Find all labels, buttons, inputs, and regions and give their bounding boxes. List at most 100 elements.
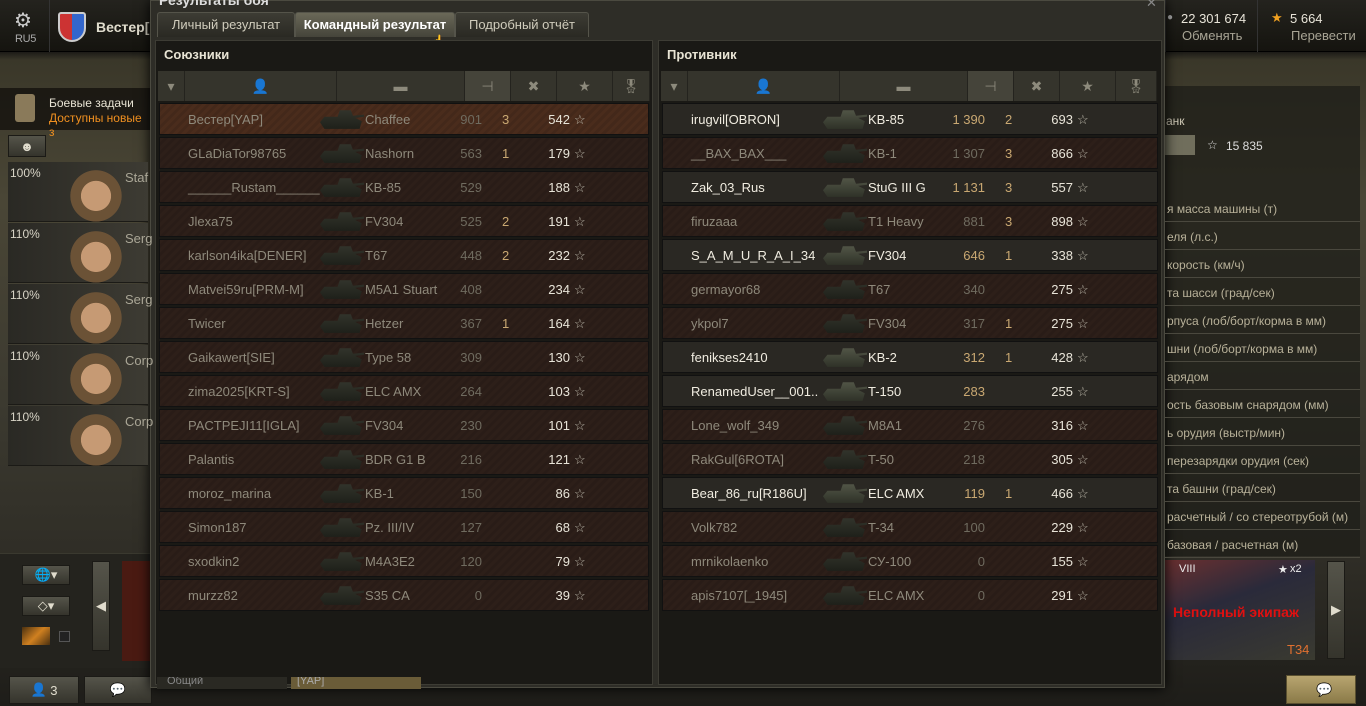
player-row[interactable]: Bear_86_ru[R186U] ELC AMX 119 1 466 ☆ (662, 477, 1158, 509)
tab-team[interactable]: Командный результат (295, 12, 455, 37)
convert-link[interactable]: Перевести (1291, 28, 1356, 43)
player-row[interactable]: apis7107[_1945] ELC AMX 0 291 ☆ (662, 579, 1158, 611)
xp-value: 291 (1051, 588, 1073, 603)
player-row[interactable]: fenikses2410 KB-2 312 1 428 ☆ (662, 341, 1158, 373)
chat-tab-common[interactable]: Общий (157, 677, 287, 689)
carousel-left-arrow[interactable]: ◀ (92, 561, 110, 651)
kills-value: 2 (1005, 112, 1013, 127)
player-row[interactable]: karlson4ika[DENER] T67 448 2 232 ☆ (159, 239, 649, 271)
player-row[interactable]: __BAX_BAX___ KB-1 1 307 3 866 ☆ (662, 137, 1158, 169)
tank-icon (320, 246, 364, 265)
damage-value: 120 (460, 554, 482, 569)
crew-member[interactable]: 100% Staf (8, 162, 148, 222)
player-row[interactable]: Simon187 Pz. III/IV 127 68 ☆ (159, 511, 649, 543)
filter-type-dropdown[interactable]: ◇▾ (22, 596, 70, 616)
tab-detailed[interactable]: Подробный отчёт (455, 12, 589, 37)
credits-icon: ● (1167, 12, 1174, 23)
sort-kills[interactable]: ✖ (511, 71, 557, 101)
sort-tank[interactable]: ▬ (337, 71, 465, 101)
chat-tab-clan[interactable]: [YAP] (291, 677, 421, 689)
tank-name: Type 58 (365, 350, 412, 365)
crew-member[interactable]: 110% Serg (8, 284, 152, 344)
vehicle-stat: шни (лоб/борт/корма в мм) (1165, 336, 1360, 362)
player-row[interactable]: ______Rustam______ KB-85 529 188 ☆ (159, 171, 649, 203)
sort-xp[interactable]: ★ (557, 71, 613, 101)
crew-member[interactable]: 110% Serg (8, 223, 152, 283)
filter-nation-dropdown[interactable]: 🌐▾ (22, 565, 70, 585)
close-icon[interactable]: ✕ (1146, 0, 1157, 10)
player-row[interactable]: Zak_03_Rus StuG III G 1 131 3 557 ☆ (662, 171, 1158, 203)
player-row[interactable]: firuzaaa T1 Heavy 881 3 898 ☆ (662, 205, 1158, 237)
xp-value: 316 (1051, 418, 1073, 433)
exchange-link[interactable]: Обменять (1182, 28, 1243, 43)
xp-star-icon: ☆ (574, 520, 586, 535)
player-row[interactable]: S_A_M_U_R_A_I_34 FV304 646 1 338 ☆ (662, 239, 1158, 271)
player-row[interactable]: GLaDiaTor98765 Nashorn 563 1 179 ☆ (159, 137, 649, 169)
sort-tank[interactable]: ▬ (840, 71, 968, 101)
player-row[interactable]: germayor68 T67 340 275 ☆ (662, 273, 1158, 305)
player-name: fenikses2410 (691, 350, 768, 365)
missions-widget[interactable]: Боевые задачи Доступны новые з (0, 88, 150, 139)
player-row[interactable]: Jlexa75 FV304 525 2 191 ☆ (159, 205, 649, 237)
damage-value: 150 (460, 486, 482, 501)
sort-squad[interactable]: ▾ (661, 71, 688, 101)
tank-name: KB-1 (365, 486, 394, 501)
premium-filter-icon[interactable] (22, 627, 50, 645)
player-row[interactable]: murzz82 S35 CA 0 39 ☆ (159, 579, 649, 611)
tank-name: Chaffee (365, 112, 411, 127)
tank-name: S35 CA (365, 588, 410, 603)
vehicle-info-panel (1165, 86, 1360, 556)
sort-squad[interactable]: ▾ (158, 71, 185, 101)
player-row[interactable]: RenamedUser__001.. T-150 283 255 ☆ (662, 375, 1158, 407)
player-name: germayor68 (691, 282, 761, 297)
sort-kills[interactable]: ✖ (1014, 71, 1060, 101)
xp-value: 275 (1051, 282, 1073, 297)
tank-name: T34 (1287, 642, 1310, 657)
sort-player[interactable]: 👤 (185, 71, 337, 101)
player-row[interactable]: ykpol7 FV304 317 1 275 ☆ (662, 307, 1158, 339)
filter-checkbox[interactable] (59, 631, 70, 642)
player-row[interactable]: zima2025[KRT-S] ELC AMX 264 103 ☆ (159, 375, 649, 407)
platoon-button[interactable]: 👤 3 (9, 676, 79, 704)
chat-button[interactable]: 💬 (84, 676, 152, 704)
player-row[interactable]: Gaikawert[SIE] Type 58 309 130 ☆ (159, 341, 649, 373)
player-row[interactable]: moroz_marina KB-1 150 86 ☆ (159, 477, 649, 509)
player-row[interactable]: RakGul[6ROTA] T-50 218 305 ☆ (662, 443, 1158, 475)
sort-xp[interactable]: ★ (1060, 71, 1116, 101)
sort-damage[interactable]: ⊣ (968, 71, 1014, 101)
sort-medal[interactable]: 🎖 (1116, 71, 1157, 101)
tank-icon (320, 314, 364, 333)
settings-button[interactable]: ⚙ RU5 (0, 0, 50, 52)
tank-icon (823, 144, 867, 163)
tab-personal[interactable]: Личный результат (157, 12, 295, 37)
xp-star-icon: ☆ (1077, 248, 1089, 263)
xp-star-icon: ☆ (1077, 112, 1089, 127)
crew-member[interactable]: 110% Corp (8, 406, 153, 466)
crew-member[interactable]: 110% Corp (8, 345, 153, 405)
xp-value: 68 (555, 520, 570, 535)
player-row[interactable]: Palantis BDR G1 B 216 121 ☆ (159, 443, 649, 475)
research-button[interactable] (1165, 135, 1195, 155)
player-row[interactable]: Вестер[YAP] Chaffee 901 3 542 ☆ (159, 103, 649, 135)
xp-star-icon: ☆ (1077, 384, 1089, 399)
player-row[interactable]: irugvil[OBRON] KB-85 1 390 2 693 ☆ (662, 103, 1158, 135)
player-row[interactable]: sxodkin2 M4A3E2 120 79 ☆ (159, 545, 649, 577)
player-row[interactable]: Twicer Hetzer 367 1 164 ☆ (159, 307, 649, 339)
notifications-button[interactable]: 💬 (1286, 675, 1356, 704)
carousel-tank-card[interactable] (122, 561, 152, 661)
player-row[interactable]: PACTPEJI11[IGLA] FV304 230 101 ☆ (159, 409, 649, 441)
sort-medal[interactable]: 🎖 (613, 71, 650, 101)
crew-skill: 100% (10, 166, 41, 180)
sort-player[interactable]: 👤 (688, 71, 840, 101)
player-name[interactable]: Вестер[ (96, 19, 150, 35)
carousel-right-arrow[interactable]: ▶ (1327, 561, 1345, 659)
crew-portrait (68, 347, 124, 405)
player-row[interactable]: mrnikolaenko СУ-100 0 155 ☆ (662, 545, 1158, 577)
player-row[interactable]: Lone_wolf_349 M8A1 276 316 ☆ (662, 409, 1158, 441)
player-row[interactable]: Volk782 T-34 100 229 ☆ (662, 511, 1158, 543)
sort-damage[interactable]: ⊣ (465, 71, 511, 101)
carousel-tank-t34[interactable]: VIII ★ x2 Неполный экипаж T34 (1165, 560, 1315, 660)
crew-button[interactable]: ☻ (8, 135, 46, 157)
xp-star-icon: ☆ (574, 486, 586, 501)
player-row[interactable]: Matvei59ru[PRM-M] M5A1 Stuart 408 234 ☆ (159, 273, 649, 305)
